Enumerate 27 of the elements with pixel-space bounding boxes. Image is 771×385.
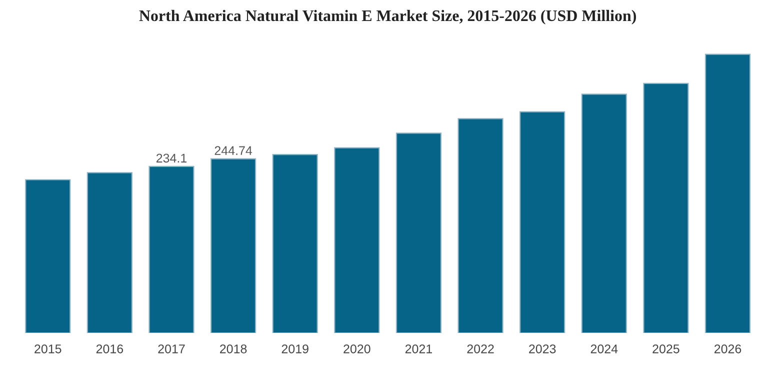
bar	[210, 158, 256, 334]
x-tick-label: 2023	[529, 344, 556, 354]
x-tick-label: 2021	[405, 344, 432, 354]
bar	[704, 54, 751, 334]
chart-title: North America Natural Vitamin E Market Size, 2015-2026 (USD Million)	[139, 10, 636, 24]
bar	[396, 132, 442, 334]
bar	[272, 154, 318, 334]
x-tick-label: 2017	[158, 344, 185, 354]
x-tick-label: 2015	[34, 344, 62, 354]
x-tick-label: 2026	[714, 344, 742, 354]
data-label: 244.74	[214, 146, 252, 155]
x-tick-label: 2018	[220, 344, 247, 354]
x-tick-label: 2019	[282, 344, 308, 354]
bar	[643, 82, 689, 334]
x-tick-label: 2025	[652, 344, 680, 354]
x-tick-label: 2020	[344, 344, 370, 354]
bar	[334, 147, 380, 334]
bar	[86, 172, 132, 334]
bar	[25, 179, 71, 334]
bar	[581, 94, 627, 334]
x-tick-label: 2016	[96, 344, 124, 354]
bar	[148, 166, 194, 334]
x-tick-label: 2024	[590, 344, 618, 354]
bar	[520, 111, 566, 334]
x-tick-label: 2022	[467, 344, 494, 354]
bar	[458, 118, 504, 334]
data-label: 234.1	[156, 154, 187, 163]
